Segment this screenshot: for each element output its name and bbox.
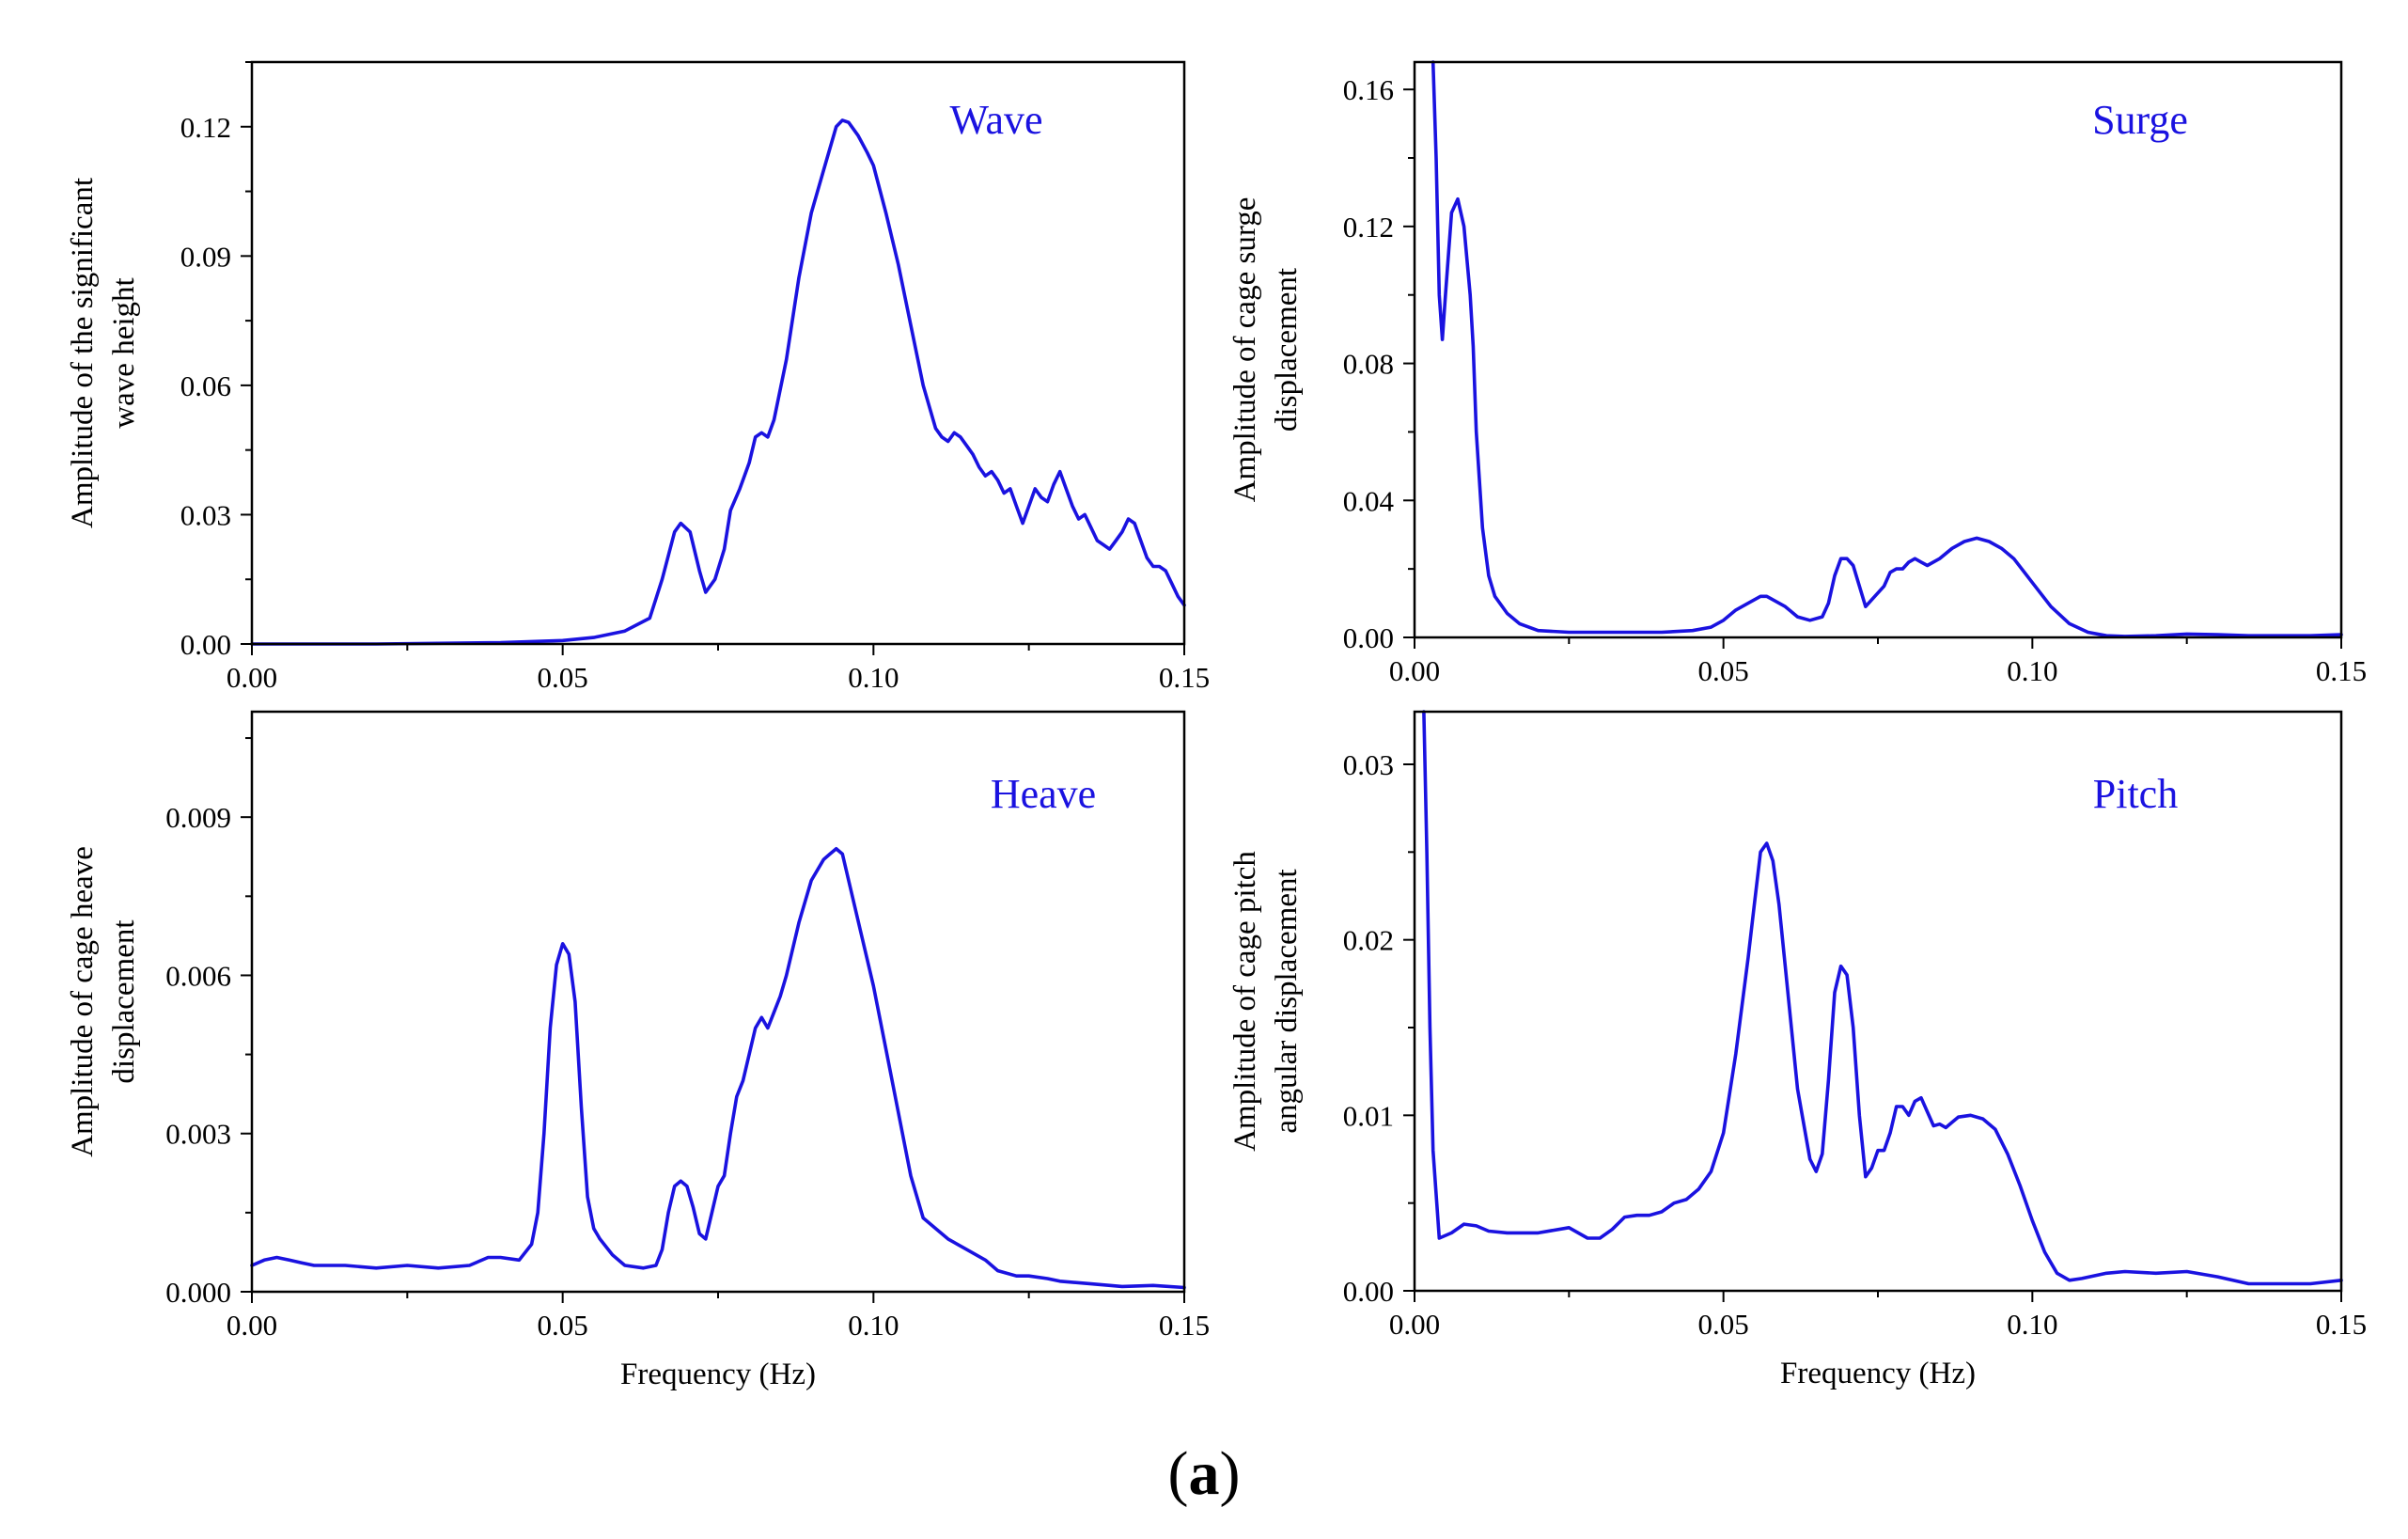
y-tick-label: 0.00 [1343, 1275, 1394, 1308]
y-tick-label: 0.04 [1343, 484, 1395, 517]
panel-label-surge: Surge [2092, 97, 2188, 143]
series-line-heave [250, 846, 1186, 1290]
x-tick-label: 0.00 [227, 1309, 277, 1342]
caption-letter: a [1188, 1439, 1220, 1508]
y-tick-label: 0.03 [1343, 748, 1394, 781]
x-tick-label: 0.05 [1698, 1308, 1749, 1341]
y-tick-label: 0.000 [165, 1276, 231, 1309]
caption-close-paren: ) [1219, 1439, 1241, 1508]
y-axis-title: angular displacement [1270, 869, 1304, 1133]
series-line-surge [1431, 60, 2343, 638]
plot-frame [1413, 60, 2343, 639]
x-tick-label: 0.15 [1159, 1309, 1210, 1342]
x-tick-label: 0.10 [848, 661, 899, 694]
y-tick-label: 0.00 [180, 628, 231, 661]
plot-frame [250, 60, 1186, 646]
chart-surge: 0.00 0.05 0.10 0.15 0.00 0.04 0.08 0.12 0.16 Ampl… [1228, 60, 2367, 687]
x-tick-label: 0.05 [538, 661, 588, 694]
chart-wave: 0.00 0.05 0.10 0.15 0.00 0.03 0.06 0.09 0.12 Ampl… [66, 60, 1210, 694]
panel-label-wave: Wave [949, 97, 1042, 143]
chart-pitch: 0.00 0.05 0.10 0.15 0.00 0.01 0.02 0.03 Amplitud… [1228, 710, 2367, 1390]
y-tick-label: 0.00 [1343, 621, 1394, 654]
y-tick-label: 0.003 [165, 1118, 231, 1151]
x-tick-label: 0.10 [848, 1309, 899, 1342]
caption-open-paren: ( [1167, 1439, 1189, 1508]
chart-heave: 0.00 0.05 0.10 0.15 0.000 0.003 0.006 0.009 Ampl… [66, 710, 1210, 1391]
panel-label-heave: Heave [991, 771, 1096, 817]
x-axis-title: Frequency (Hz) [620, 1358, 816, 1391]
y-axis-title: displacement [1270, 268, 1304, 432]
y-tick-label: 0.09 [180, 240, 231, 273]
y-tick-label: 0.12 [1343, 211, 1394, 243]
y-tick-label: 0.16 [1343, 73, 1394, 106]
y-axis-title: Amplitude of cage pitch [1228, 851, 1262, 1152]
x-tick-label: 0.05 [1698, 654, 1749, 687]
y-tick-label: 0.009 [165, 801, 231, 834]
y-axis-title: Amplitude of the significant [66, 178, 100, 528]
y-tick-label: 0.08 [1343, 348, 1394, 381]
y-axis-title: wave height [107, 277, 141, 428]
x-axis-title: Frequency (Hz) [1780, 1357, 1976, 1390]
x-tick-label: 0.15 [2316, 1308, 2367, 1341]
y-tick-label: 0.06 [180, 369, 231, 402]
y-tick-label: 0.006 [165, 959, 231, 992]
x-tick-label: 0.00 [1389, 654, 1440, 687]
y-tick-label: 0.03 [180, 498, 231, 531]
panel-label-pitch: Pitch [2093, 771, 2178, 817]
x-tick-label: 0.15 [1159, 661, 1210, 694]
y-axis-title: Amplitude of cage surge [1228, 197, 1262, 503]
x-tick-label: 0.10 [2007, 1308, 2057, 1341]
x-tick-label: 0.00 [1389, 1308, 1440, 1341]
x-tick-label: 0.00 [227, 661, 277, 694]
series-line-pitch [1422, 710, 2343, 1286]
figure-caption: (a) [0, 1438, 2408, 1510]
plot-frame [1413, 710, 2343, 1293]
y-axis-title: displacement [107, 919, 141, 1083]
series-line-wave [250, 118, 1186, 646]
y-tick-label: 0.01 [1343, 1099, 1394, 1132]
y-tick-label: 0.02 [1343, 924, 1394, 957]
y-axis-title: Amplitude of cage heave [66, 846, 100, 1157]
y-tick-label: 0.12 [180, 111, 231, 144]
x-tick-label: 0.10 [2007, 654, 2057, 687]
x-tick-label: 0.15 [2316, 654, 2367, 687]
x-tick-label: 0.05 [538, 1309, 588, 1342]
